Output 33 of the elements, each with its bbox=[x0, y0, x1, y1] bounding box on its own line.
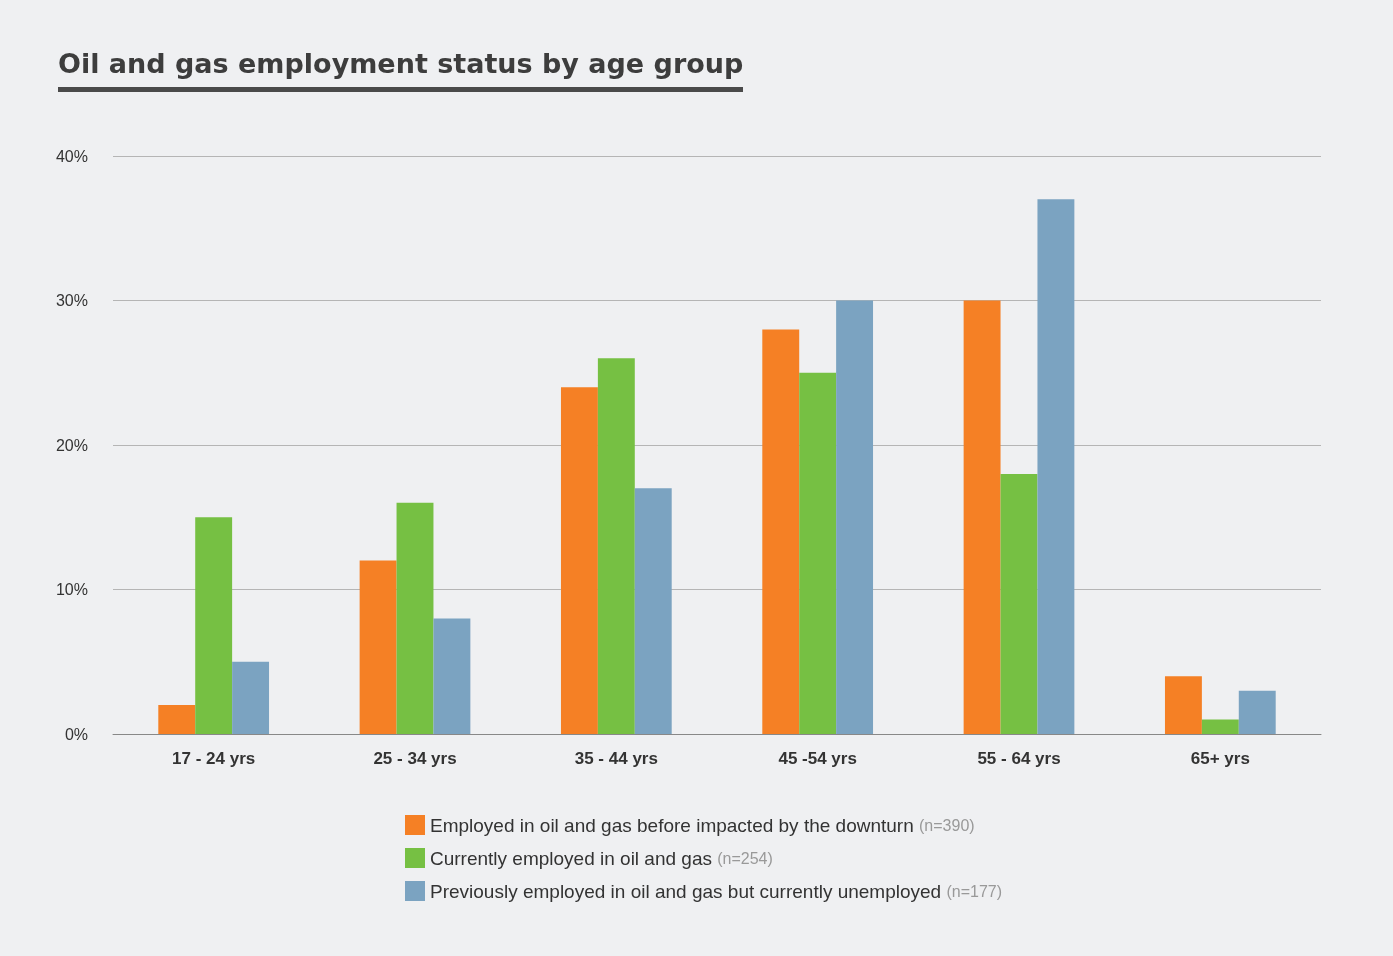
x-tick-label: 45 -54 yrs bbox=[778, 749, 857, 768]
x-tick-label: 25 - 34 yrs bbox=[373, 749, 457, 768]
legend-label: Employed in oil and gas before impacted by the downturn (n=390) bbox=[430, 814, 975, 836]
chart-title: Oil and gas employment status by age group bbox=[58, 48, 744, 92]
bar bbox=[359, 560, 397, 734]
bar bbox=[396, 502, 434, 734]
bar bbox=[158, 705, 196, 734]
y-tick-label: 30% bbox=[55, 292, 88, 309]
bar bbox=[433, 618, 471, 734]
y-tick-label: 10% bbox=[55, 581, 88, 598]
bar bbox=[1164, 676, 1202, 734]
bar bbox=[1000, 473, 1038, 734]
bar bbox=[634, 488, 672, 734]
legend-label: Previously employed in oil and gas but currently unemployed (n=177) bbox=[430, 880, 1003, 902]
bar bbox=[1037, 199, 1075, 734]
legend-label: Currently employed in oil and gas (n=254) bbox=[430, 847, 773, 869]
bar bbox=[597, 358, 635, 734]
bar bbox=[195, 517, 233, 734]
y-tick-label: 40% bbox=[55, 147, 88, 165]
bar bbox=[560, 387, 598, 734]
bar bbox=[836, 300, 874, 734]
bar bbox=[232, 661, 270, 734]
x-tick-label: 35 - 44 yrs bbox=[574, 749, 658, 768]
x-tick-label: 65+ yrs bbox=[1190, 749, 1250, 768]
bar bbox=[799, 372, 837, 734]
bar bbox=[762, 329, 800, 734]
bar bbox=[963, 300, 1001, 734]
x-tick-label: 17 - 24 yrs bbox=[172, 749, 256, 768]
bar bbox=[1238, 690, 1276, 734]
y-tick-label: 20% bbox=[55, 436, 88, 454]
bar bbox=[1201, 719, 1239, 734]
y-tick-label: 0% bbox=[64, 725, 88, 743]
x-tick-label: 55 - 64 yrs bbox=[977, 749, 1061, 768]
